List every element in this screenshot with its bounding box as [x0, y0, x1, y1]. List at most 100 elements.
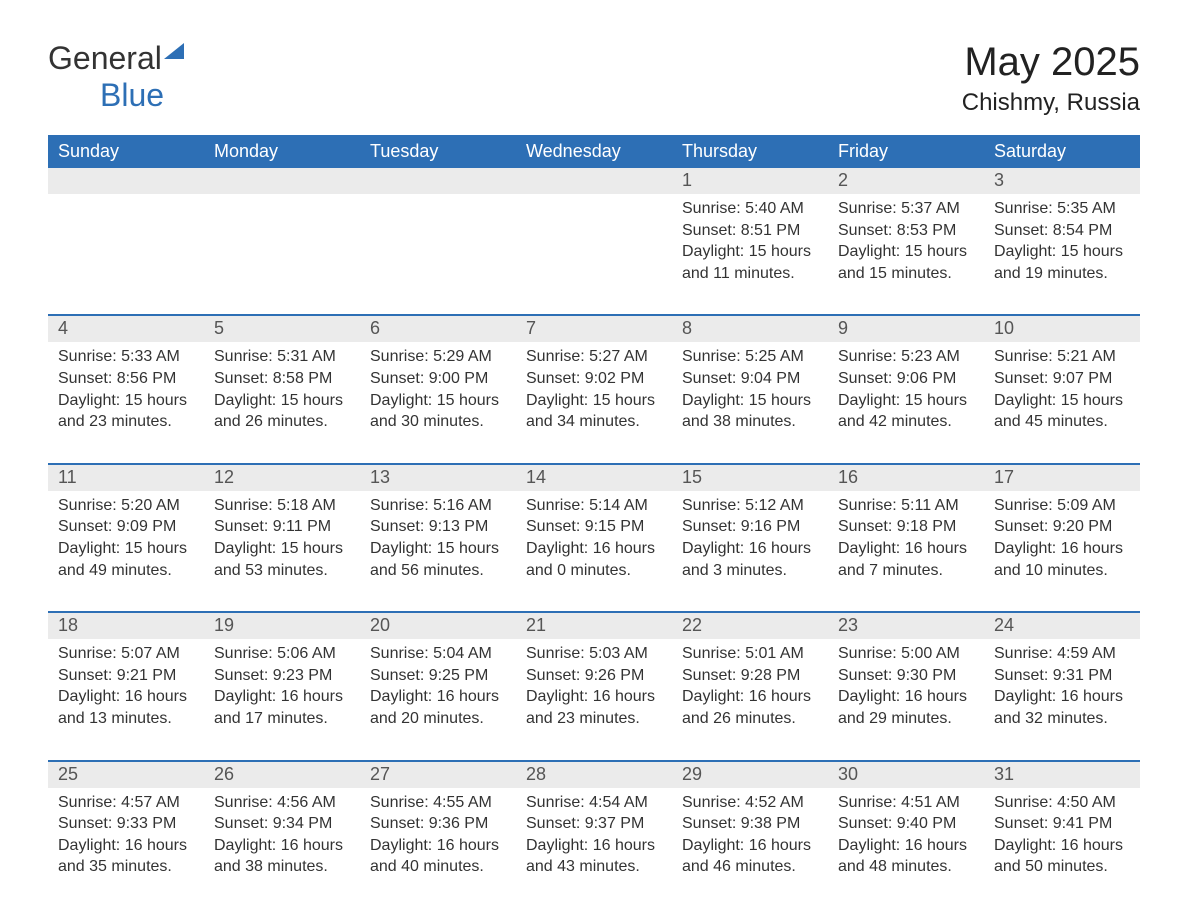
day-details: Sunrise: 5:12 AMSunset: 9:16 PMDaylight:…	[672, 491, 828, 611]
day-number: 20	[360, 613, 516, 639]
day-details: Sunrise: 5:07 AMSunset: 9:21 PMDaylight:…	[48, 639, 204, 759]
day-number: 15	[672, 465, 828, 491]
calendar-day-cell: 25Sunrise: 4:57 AMSunset: 9:33 PMDayligh…	[48, 761, 204, 908]
day-number: 21	[516, 613, 672, 639]
day-details: Sunrise: 5:00 AMSunset: 9:30 PMDaylight:…	[828, 639, 984, 759]
day-details	[204, 194, 360, 294]
calendar-day-cell: 2Sunrise: 5:37 AMSunset: 8:53 PMDaylight…	[828, 168, 984, 315]
day-details: Sunrise: 4:59 AMSunset: 9:31 PMDaylight:…	[984, 639, 1140, 759]
logo-word1: General	[48, 40, 162, 76]
day-number: 23	[828, 613, 984, 639]
logo-text: General Blue	[48, 40, 186, 114]
calendar-day-cell	[516, 168, 672, 315]
calendar-day-cell: 3Sunrise: 5:35 AMSunset: 8:54 PMDaylight…	[984, 168, 1140, 315]
weekday-header: Thursday	[672, 135, 828, 168]
day-number: 27	[360, 762, 516, 788]
weekday-header: Wednesday	[516, 135, 672, 168]
calendar-day-cell: 23Sunrise: 5:00 AMSunset: 9:30 PMDayligh…	[828, 612, 984, 760]
calendar-day-cell: 1Sunrise: 5:40 AMSunset: 8:51 PMDaylight…	[672, 168, 828, 315]
day-number: 17	[984, 465, 1140, 491]
calendar-day-cell: 30Sunrise: 4:51 AMSunset: 9:40 PMDayligh…	[828, 761, 984, 908]
day-number: 8	[672, 316, 828, 342]
calendar-day-cell	[360, 168, 516, 315]
day-number: 18	[48, 613, 204, 639]
header: General Blue May 2025 Chishmy, Russia	[48, 40, 1140, 117]
calendar-day-cell: 29Sunrise: 4:52 AMSunset: 9:38 PMDayligh…	[672, 761, 828, 908]
calendar-body: 1Sunrise: 5:40 AMSunset: 8:51 PMDaylight…	[48, 168, 1140, 908]
day-number: 31	[984, 762, 1140, 788]
day-number: 5	[204, 316, 360, 342]
day-number: 29	[672, 762, 828, 788]
calendar-day-cell: 21Sunrise: 5:03 AMSunset: 9:26 PMDayligh…	[516, 612, 672, 760]
calendar-day-cell: 13Sunrise: 5:16 AMSunset: 9:13 PMDayligh…	[360, 464, 516, 612]
day-number: 13	[360, 465, 516, 491]
day-details: Sunrise: 5:21 AMSunset: 9:07 PMDaylight:…	[984, 342, 1140, 462]
calendar-week-row: 4Sunrise: 5:33 AMSunset: 8:56 PMDaylight…	[48, 315, 1140, 463]
calendar-day-cell: 18Sunrise: 5:07 AMSunset: 9:21 PMDayligh…	[48, 612, 204, 760]
calendar-day-cell: 10Sunrise: 5:21 AMSunset: 9:07 PMDayligh…	[984, 315, 1140, 463]
day-details: Sunrise: 5:04 AMSunset: 9:25 PMDaylight:…	[360, 639, 516, 759]
day-number: 9	[828, 316, 984, 342]
calendar-day-cell: 28Sunrise: 4:54 AMSunset: 9:37 PMDayligh…	[516, 761, 672, 908]
day-number: 24	[984, 613, 1140, 639]
day-details: Sunrise: 5:29 AMSunset: 9:00 PMDaylight:…	[360, 342, 516, 462]
day-details: Sunrise: 5:20 AMSunset: 9:09 PMDaylight:…	[48, 491, 204, 611]
day-details: Sunrise: 5:31 AMSunset: 8:58 PMDaylight:…	[204, 342, 360, 462]
calendar-day-cell: 8Sunrise: 5:25 AMSunset: 9:04 PMDaylight…	[672, 315, 828, 463]
calendar-day-cell: 16Sunrise: 5:11 AMSunset: 9:18 PMDayligh…	[828, 464, 984, 612]
calendar-week-row: 1Sunrise: 5:40 AMSunset: 8:51 PMDaylight…	[48, 168, 1140, 315]
day-details: Sunrise: 5:06 AMSunset: 9:23 PMDaylight:…	[204, 639, 360, 759]
day-number: 11	[48, 465, 204, 491]
calendar-day-cell: 22Sunrise: 5:01 AMSunset: 9:28 PMDayligh…	[672, 612, 828, 760]
day-number: 10	[984, 316, 1140, 342]
day-details: Sunrise: 5:18 AMSunset: 9:11 PMDaylight:…	[204, 491, 360, 611]
day-details: Sunrise: 4:51 AMSunset: 9:40 PMDaylight:…	[828, 788, 984, 908]
day-details: Sunrise: 5:40 AMSunset: 8:51 PMDaylight:…	[672, 194, 828, 314]
day-number: 25	[48, 762, 204, 788]
day-number: 7	[516, 316, 672, 342]
calendar-day-cell: 26Sunrise: 4:56 AMSunset: 9:34 PMDayligh…	[204, 761, 360, 908]
day-number	[204, 168, 360, 194]
day-details	[48, 194, 204, 294]
calendar-week-row: 11Sunrise: 5:20 AMSunset: 9:09 PMDayligh…	[48, 464, 1140, 612]
day-number: 26	[204, 762, 360, 788]
calendar-day-cell: 6Sunrise: 5:29 AMSunset: 9:00 PMDaylight…	[360, 315, 516, 463]
day-number: 4	[48, 316, 204, 342]
calendar-day-cell: 15Sunrise: 5:12 AMSunset: 9:16 PMDayligh…	[672, 464, 828, 612]
day-details: Sunrise: 5:01 AMSunset: 9:28 PMDaylight:…	[672, 639, 828, 759]
calendar-week-row: 25Sunrise: 4:57 AMSunset: 9:33 PMDayligh…	[48, 761, 1140, 908]
calendar-day-cell: 11Sunrise: 5:20 AMSunset: 9:09 PMDayligh…	[48, 464, 204, 612]
calendar-week-row: 18Sunrise: 5:07 AMSunset: 9:21 PMDayligh…	[48, 612, 1140, 760]
calendar-day-cell: 12Sunrise: 5:18 AMSunset: 9:11 PMDayligh…	[204, 464, 360, 612]
day-number: 1	[672, 168, 828, 194]
calendar-day-cell: 20Sunrise: 5:04 AMSunset: 9:25 PMDayligh…	[360, 612, 516, 760]
day-details: Sunrise: 5:09 AMSunset: 9:20 PMDaylight:…	[984, 491, 1140, 611]
day-details: Sunrise: 4:50 AMSunset: 9:41 PMDaylight:…	[984, 788, 1140, 908]
day-number: 3	[984, 168, 1140, 194]
weekday-header: Saturday	[984, 135, 1140, 168]
calendar-day-cell: 5Sunrise: 5:31 AMSunset: 8:58 PMDaylight…	[204, 315, 360, 463]
day-details: Sunrise: 4:57 AMSunset: 9:33 PMDaylight:…	[48, 788, 204, 908]
day-details: Sunrise: 5:23 AMSunset: 9:06 PMDaylight:…	[828, 342, 984, 462]
calendar-day-cell: 7Sunrise: 5:27 AMSunset: 9:02 PMDaylight…	[516, 315, 672, 463]
day-number: 6	[360, 316, 516, 342]
day-number: 19	[204, 613, 360, 639]
calendar-day-cell: 31Sunrise: 4:50 AMSunset: 9:41 PMDayligh…	[984, 761, 1140, 908]
weekday-header: Friday	[828, 135, 984, 168]
day-number: 30	[828, 762, 984, 788]
day-number: 2	[828, 168, 984, 194]
day-details: Sunrise: 5:27 AMSunset: 9:02 PMDaylight:…	[516, 342, 672, 462]
day-details: Sunrise: 5:35 AMSunset: 8:54 PMDaylight:…	[984, 194, 1140, 314]
day-details: Sunrise: 5:16 AMSunset: 9:13 PMDaylight:…	[360, 491, 516, 611]
calendar-header-row: SundayMondayTuesdayWednesdayThursdayFrid…	[48, 135, 1140, 168]
day-details: Sunrise: 5:33 AMSunset: 8:56 PMDaylight:…	[48, 342, 204, 462]
day-details	[360, 194, 516, 294]
calendar-day-cell	[48, 168, 204, 315]
day-details: Sunrise: 5:14 AMSunset: 9:15 PMDaylight:…	[516, 491, 672, 611]
day-number: 12	[204, 465, 360, 491]
day-details: Sunrise: 5:03 AMSunset: 9:26 PMDaylight:…	[516, 639, 672, 759]
day-details: Sunrise: 5:11 AMSunset: 9:18 PMDaylight:…	[828, 491, 984, 611]
logo-triangle-icon	[162, 39, 186, 63]
logo-word2: Blue	[100, 77, 164, 113]
day-details	[516, 194, 672, 294]
